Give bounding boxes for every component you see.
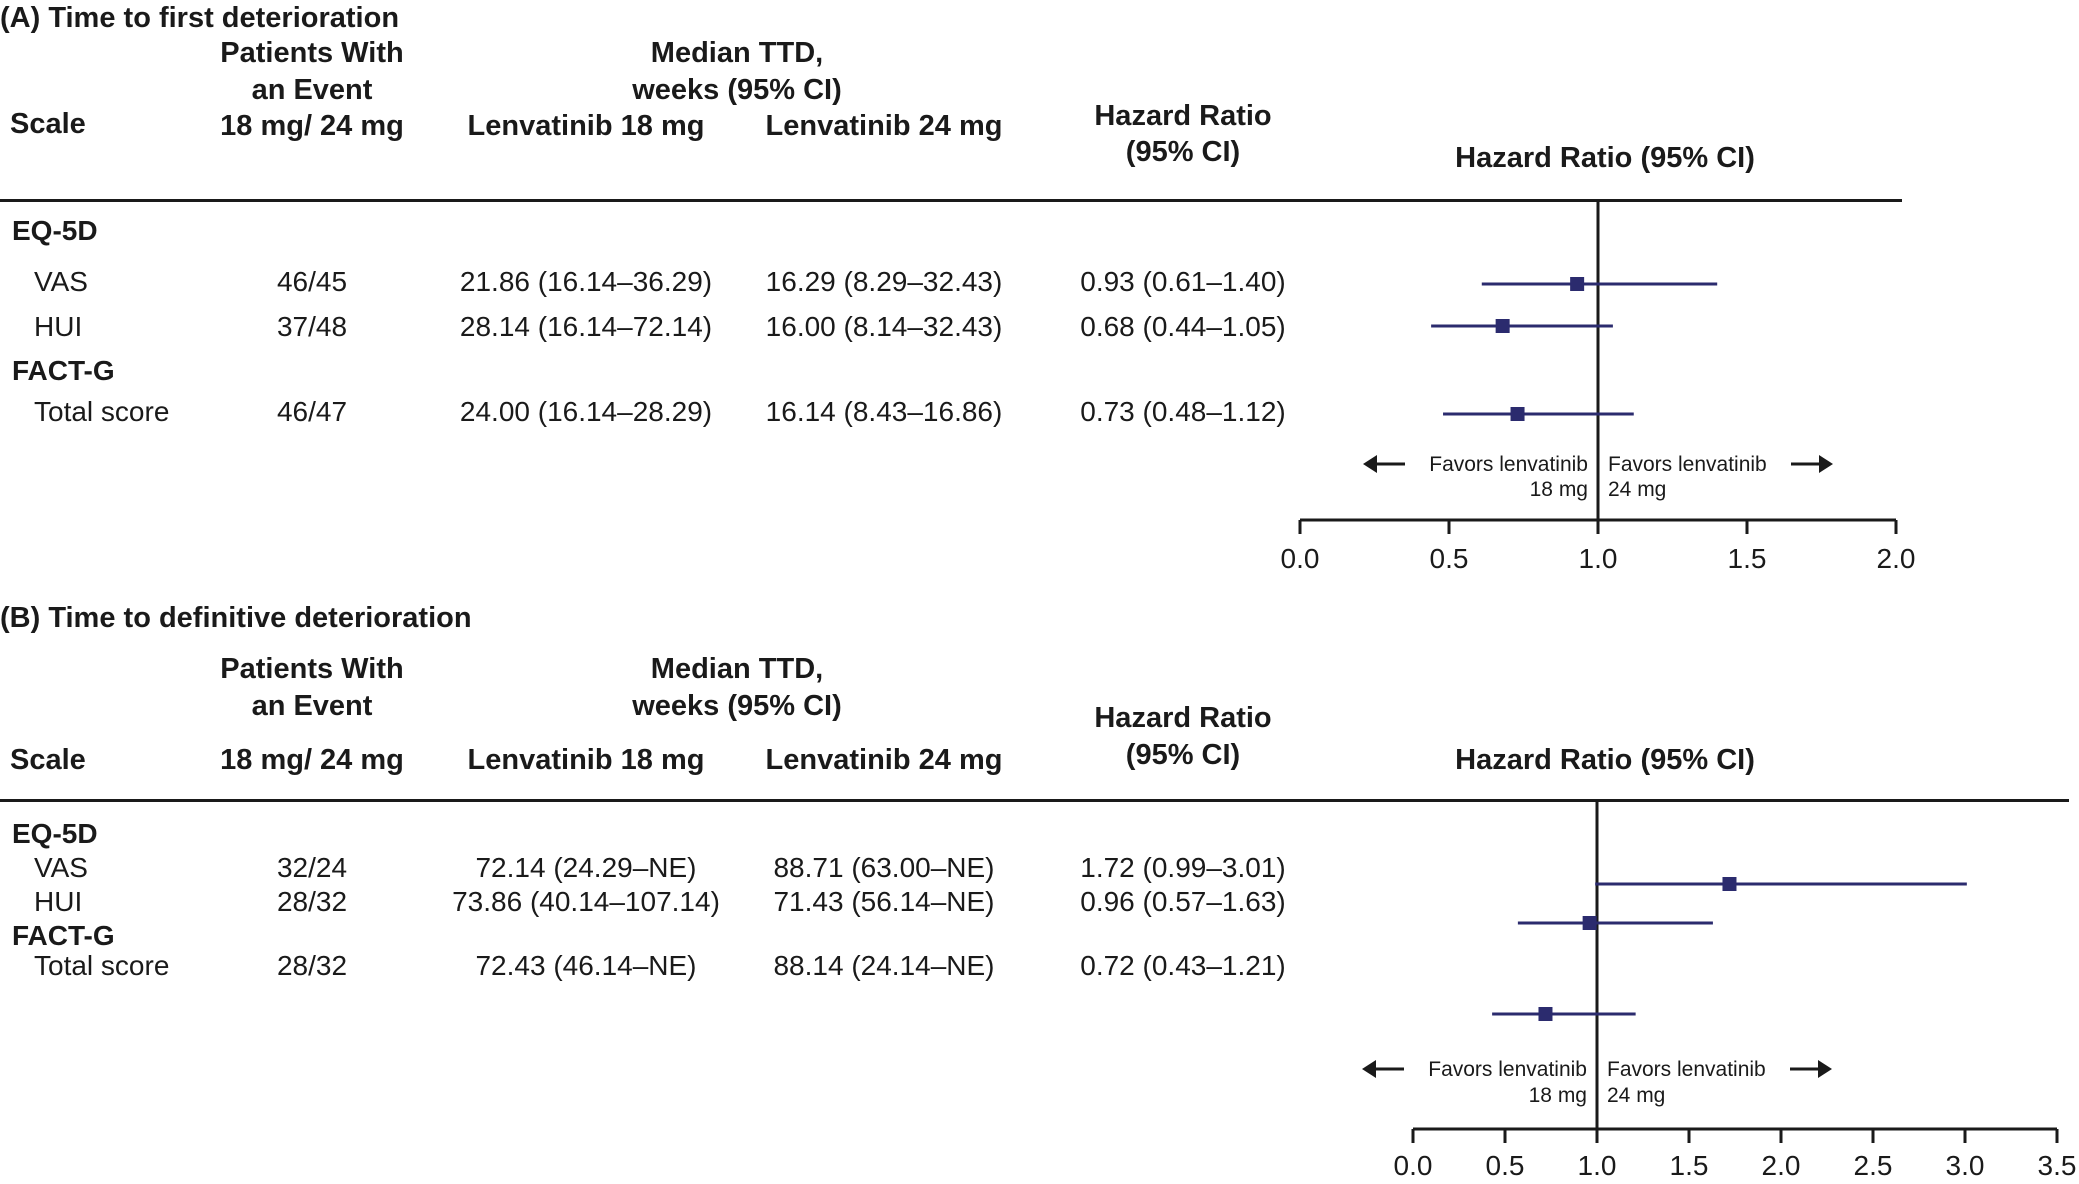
x-tick-label: 0.0 [1281,543,1320,574]
col-header-scale: Scale [10,108,86,140]
hr-cell: 0.96 (0.57–1.63) [1080,886,1286,917]
len24-cell: 16.00 (8.14–32.43) [765,311,1003,342]
row-label: HUI [34,886,83,917]
col-header-median-line2: weeks (95% CI) [632,690,842,722]
favors-right-label: 24 mg [1607,1084,1665,1107]
len18-cell: 24.00 (16.14–28.29) [459,396,713,427]
len18-cell: 72.14 (24.29–NE) [475,852,697,883]
panel-b: (B) Time to definitive deterioration Sca… [0,600,2079,1184]
x-tick-label: 0.5 [1430,543,1469,574]
patients-cell: 28/32 [276,886,348,917]
x-tick-label: 3.5 [2038,1150,2077,1181]
col-header-len24: Lenvatinib 24 mg [765,110,1003,142]
patients-cell: 28/32 [276,950,348,981]
col-header-plot: Hazard Ratio (95% CI) [1455,142,1755,174]
forest-plot-b: 0.0 0.5 1.0 1.5 2.0 2.5 3.0 3.5 Favors lenvatini… [1362,799,2077,1181]
point-estimate [1495,319,1510,333]
col-header-median-line1: Median TTD, [650,653,824,685]
arrow-right-icon [1818,1060,1832,1078]
x-tick-label: 0.5 [1486,1150,1525,1181]
x-tick-label: 1.5 [1670,1150,1709,1181]
x-tick-label: 2.5 [1854,1150,1893,1181]
arrow-left-icon [1362,1060,1376,1078]
favors-left-label: 18 mg [1529,1084,1587,1107]
panel-a: (A) Time to first deterioration Scale Pa… [0,0,2079,590]
col-header-hr-line1: Hazard Ratio [1094,702,1272,734]
col-header-len24: Lenvatinib 24 mg [765,744,1003,776]
hr-cell: 0.73 (0.48–1.12) [1080,396,1286,427]
col-header-hr-line1: Hazard Ratio [1094,100,1272,132]
col-header-patients-line3: 18 mg/ 24 mg [220,110,404,142]
patients-cell: 46/47 [276,396,348,427]
len24-cell: 88.14 (24.14–NE) [773,950,995,981]
col-header-patients-line2: an Event [251,690,373,722]
row-label: Total score [34,950,170,981]
favors-right-label: Favors lenvatinib [1607,1058,1766,1081]
col-header-patients-line1: Patients With [220,653,404,685]
point-estimate [1538,1007,1553,1021]
x-tick-label: 2.0 [1762,1150,1801,1181]
section-label: EQ-5D [12,215,98,246]
panel-title: (B) Time to definitive deterioration [0,602,472,634]
hr-cell: 0.72 (0.43–1.21) [1080,950,1286,981]
point-estimate [1570,277,1585,291]
col-header-median-line2: weeks (95% CI) [632,74,842,106]
col-header-hr-line2: (95% CI) [1125,739,1241,771]
arrow-right-icon [1819,455,1833,473]
favors-right-label: Favors lenvatinib [1608,453,1767,476]
len24-cell: 71.43 (56.14–NE) [773,886,995,917]
col-header-patients-line3: 18 mg/ 24 mg [220,744,404,776]
len24-cell: 16.14 (8.43–16.86) [765,396,1003,427]
row-label: Total score [34,396,170,427]
x-tick-label: 2.0 [1877,543,1916,574]
arrow-left-icon [1363,455,1377,473]
header-rule [0,199,1902,202]
col-header-patients-line1: Patients With [220,37,404,69]
section-label: EQ-5D [12,818,98,849]
patients-cell: 32/24 [276,852,348,883]
x-tick-label: 1.0 [1579,543,1618,574]
hr-cell: 0.68 (0.44–1.05) [1080,311,1286,342]
hr-cell: 0.93 (0.61–1.40) [1080,266,1286,297]
len18-cell: 73.86 (40.14–107.14) [452,886,720,917]
section-label: FACT-G [12,920,115,951]
favors-left-label: Favors lenvatinib [1428,1058,1587,1081]
x-tick-label: 1.5 [1728,543,1767,574]
x-tick-label: 0.0 [1394,1150,1433,1181]
favors-left-label: 18 mg [1530,478,1588,501]
hr-cell: 1.72 (0.99–3.01) [1080,852,1286,883]
patients-cell: 37/48 [276,311,348,342]
favors-left-label: Favors lenvatinib [1429,453,1588,476]
len24-cell: 16.29 (8.29–32.43) [765,266,1003,297]
row-label: VAS [34,266,88,297]
x-tick-label: 3.0 [1946,1150,1985,1181]
section-label: FACT-G [12,355,115,386]
x-tick-label: 1.0 [1578,1150,1617,1181]
point-estimate [1510,407,1525,421]
col-header-len18: Lenvatinib 18 mg [467,110,705,142]
col-header-scale: Scale [10,744,86,776]
len18-cell: 28.14 (16.14–72.14) [459,311,713,342]
row-label: HUI [34,311,83,342]
row-label: VAS [34,852,88,883]
point-estimate [1582,916,1597,930]
col-header-patients-line2: an Event [251,74,373,106]
patients-cell: 46/45 [276,266,348,297]
col-header-plot: Hazard Ratio (95% CI) [1455,744,1755,776]
col-header-median-line1: Median TTD, [650,37,824,69]
len24-cell: 88.71 (63.00–NE) [773,852,995,883]
point-estimate [1722,877,1737,891]
col-header-hr-line2: (95% CI) [1125,136,1241,168]
len18-cell: 72.43 (46.14–NE) [475,950,697,981]
len18-cell: 21.86 (16.14–36.29) [459,266,713,297]
panel-title: (A) Time to first deterioration [0,2,400,34]
favors-right-label: 24 mg [1608,478,1666,501]
col-header-len18: Lenvatinib 18 mg [467,744,705,776]
header-rule [0,799,2069,802]
